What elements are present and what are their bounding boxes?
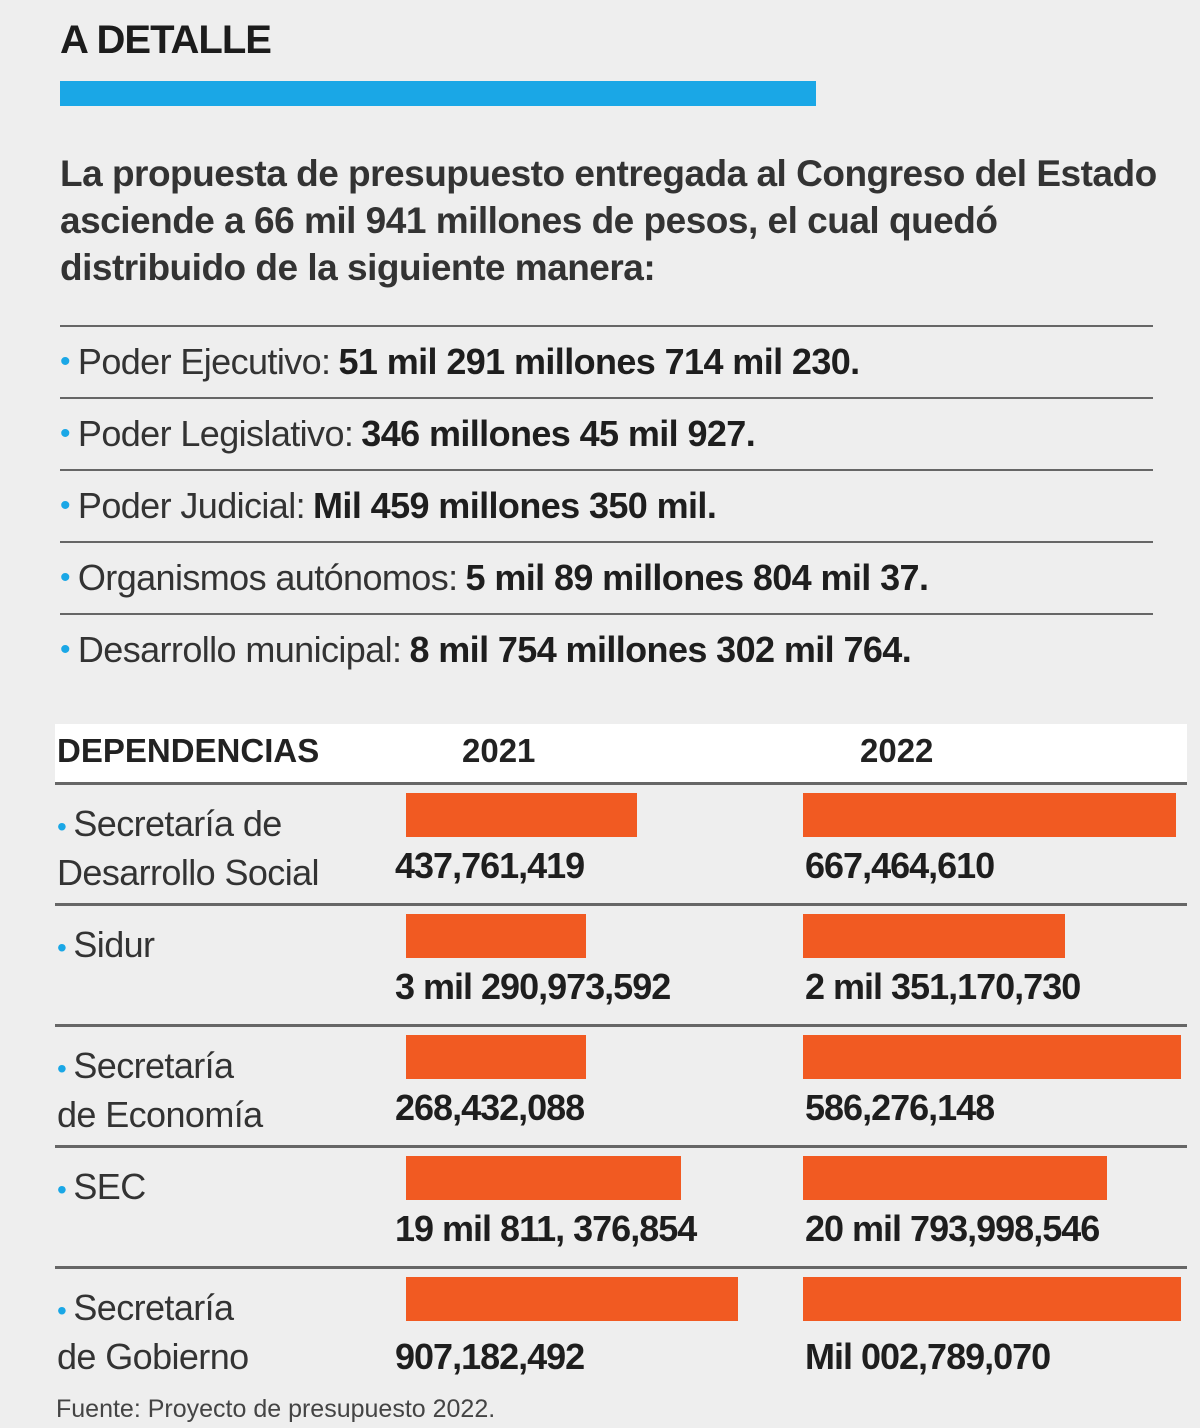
item-label: Desarrollo municipal:: [77, 629, 402, 670]
bullet-icon: •: [57, 932, 74, 963]
bar-2022: [803, 1156, 1107, 1200]
category-label-line: SEC: [73, 1166, 146, 1207]
value-label-2022: 20 mil 793,998,546: [805, 1208, 1100, 1249]
bar-2022: [803, 793, 1176, 837]
item-value: Mil 459 millones 350 mil.: [313, 485, 717, 526]
list-item: • Poder Judicial: Mil 459 millones 350 m…: [60, 469, 1153, 541]
bullet-icon: •: [60, 345, 71, 378]
list-item: • Desarrollo municipal: 8 mil 754 millon…: [60, 613, 1153, 685]
category-label-line: Secretaría: [73, 1287, 234, 1328]
bar-2021: [406, 1156, 681, 1200]
category-label: • Secretaría de Economía: [57, 1043, 263, 1138]
bar-2021: [406, 1277, 738, 1321]
category-label-line: Secretaría de: [73, 803, 282, 844]
bullet-icon: •: [57, 1053, 74, 1084]
bullet-icon: •: [60, 561, 71, 594]
item-value: 346 millones 45 mil 927.: [361, 413, 756, 454]
intro-text: La propuesta de presupuesto entregada al…: [60, 153, 1157, 288]
header-dependencias: DEPENDENCIAS: [57, 732, 320, 769]
bar-2022: [803, 1277, 1181, 1321]
item-value: 51 mil 291 millones 714 mil 230.: [338, 341, 860, 382]
category-label-line: de Gobierno: [57, 1336, 249, 1377]
bullet-icon: •: [60, 417, 71, 450]
value-label-2022: 586,276,148: [805, 1087, 995, 1128]
bullet-icon: •: [60, 489, 71, 522]
value-label-2022: Mil 002,789,070: [805, 1336, 1051, 1377]
dependencies-chart: DEPENDENCIAS 2021 2022 • Secretaría de De…: [55, 724, 1187, 1394]
source-note: Fuente: Proyecto de presupuesto 2022.: [56, 1395, 496, 1423]
item-label: Organismos autónomos:: [77, 557, 458, 598]
value-label-2021: 907,182,492: [395, 1336, 585, 1377]
bar-2021: [406, 793, 637, 837]
chart-row: • Sidur 3 mil 290,973,592 2 mil 351,170,73…: [55, 906, 1187, 1027]
category-label-line: Secretaría: [73, 1045, 234, 1086]
item-label: Poder Judicial:: [77, 485, 306, 526]
bar-2021: [406, 914, 586, 958]
bar-2022: [803, 1035, 1181, 1079]
chart-row: • SEC 19 mil 811, 376,854 20 mil 793,998,5…: [55, 1148, 1187, 1269]
value-label-2021: 19 mil 811, 376,854: [395, 1208, 697, 1249]
list-item: • Poder Legislativo: 346 millones 45 mil…: [60, 397, 1153, 469]
value-label-2022: 667,464,610: [805, 845, 995, 886]
item-label: Poder Ejecutivo:: [77, 341, 331, 382]
bullet-icon: •: [60, 633, 71, 666]
category-label-line: de Economía: [57, 1094, 263, 1135]
category-label: • SEC: [57, 1164, 146, 1213]
category-label: • Secretaría de Gobierno: [57, 1285, 249, 1380]
bar-2021: [406, 1035, 586, 1079]
value-label-2021: 3 mil 290,973,592: [395, 966, 671, 1007]
chart-row: • Secretaría de Gobierno 907,182,492 Mil 00…: [55, 1269, 1187, 1394]
value-label-2021: 437,761,419: [395, 845, 585, 886]
header-year-2021: 2021: [462, 732, 536, 769]
chart-row: • Secretaría de Desarrollo Social 437,761,…: [55, 785, 1187, 906]
category-label: • Secretaría de Desarrollo Social: [57, 801, 320, 896]
category-label-line: Sidur: [73, 924, 155, 965]
bullet-icon: •: [57, 811, 74, 842]
value-label-2022: 2 mil 351,170,730: [805, 966, 1081, 1007]
header-year-2022: 2022: [860, 732, 934, 769]
list-item: • Organismos autónomos: 5 mil 89 millone…: [60, 541, 1153, 613]
accent-bar: [60, 81, 816, 106]
item-value: 5 mil 89 millones 804 mil 37.: [465, 557, 929, 598]
page-title: A DETALLE: [60, 18, 272, 62]
bullet-icon: •: [57, 1295, 74, 1326]
bullet-icon: •: [57, 1174, 74, 1205]
item-label: Poder Legislativo:: [77, 413, 354, 454]
bar-2022: [803, 914, 1065, 958]
item-value: 8 mil 754 millones 302 mil 764.: [409, 629, 912, 670]
category-label: • Sidur: [57, 922, 155, 971]
chart-header: DEPENDENCIAS 2021 2022: [55, 724, 1187, 785]
value-label-2021: 268,432,088: [395, 1087, 585, 1128]
chart-row: • Secretaría de Economía 268,432,088 586,27…: [55, 1027, 1187, 1148]
chart-rows: • Secretaría de Desarrollo Social 437,761,…: [55, 785, 1187, 1394]
category-label-line: Desarrollo Social: [57, 852, 320, 893]
budget-items-list: • Poder Ejecutivo: 51 mil 291 millones 7…: [60, 325, 1153, 685]
list-item: • Poder Ejecutivo: 51 mil 291 millones 7…: [60, 325, 1153, 397]
